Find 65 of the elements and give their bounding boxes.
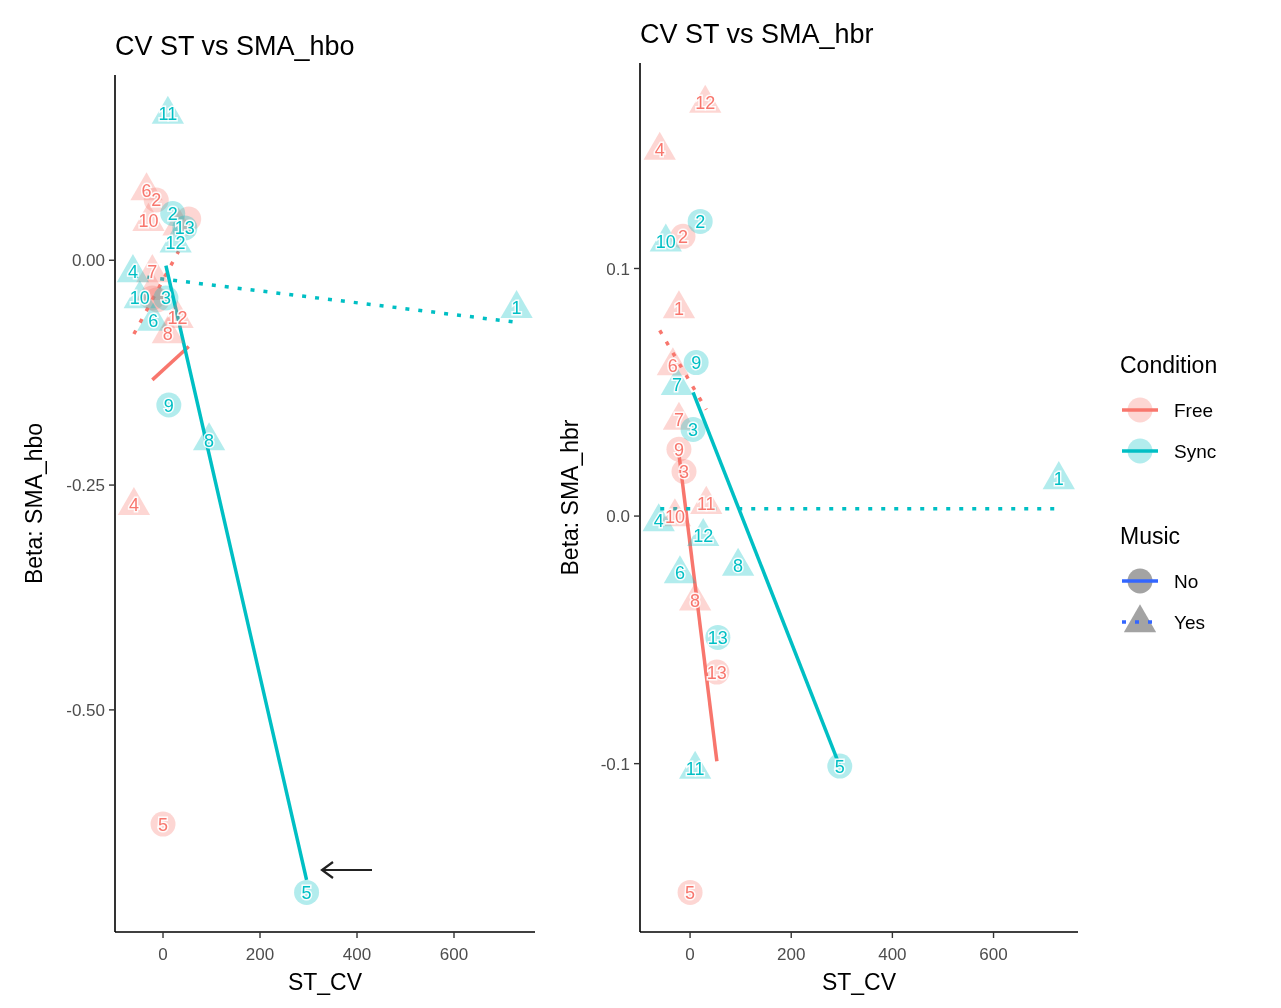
y-axis-title: Beta: SMA_hbo <box>21 422 47 585</box>
annotation: 13 <box>707 627 728 648</box>
y-tick-label: -0.50 <box>66 701 105 720</box>
x-tick-label: 600 <box>979 945 1008 964</box>
annotation: 10 <box>138 211 159 232</box>
annotation: 6 <box>141 180 152 201</box>
annotation: 7 <box>671 375 682 396</box>
annotation: 8 <box>733 556 744 577</box>
annotation: 10 <box>129 288 150 309</box>
text: Music <box>1120 523 1181 549</box>
annotation: 5 <box>158 814 169 835</box>
y-axis-title: Beta: SMA_hbr <box>557 419 583 576</box>
y-tick-label: 0.00 <box>71 251 105 271</box>
annotation: 9 <box>691 353 702 374</box>
annotation: 8 <box>162 323 173 344</box>
annotation: 3 <box>688 419 699 440</box>
annotation: 6 <box>667 355 678 376</box>
annotation: 6 <box>148 310 159 331</box>
annotation: 7 <box>147 262 158 283</box>
y-tick-label: 0.1 <box>606 259 630 279</box>
annotation: 4 <box>127 262 138 283</box>
annotation: 5 <box>301 882 312 903</box>
annotation: 6 <box>674 563 685 584</box>
annotation: 2 <box>151 190 162 211</box>
legend-label: Free <box>1174 399 1214 421</box>
x-tick-label: 200 <box>245 945 275 964</box>
legend-label: Sync <box>1174 440 1217 462</box>
annotation: 11 <box>158 104 178 125</box>
y-tick-label: -0.25 <box>66 476 105 496</box>
x-tick-label: 0 <box>685 945 695 964</box>
annotation: 9 <box>163 395 174 416</box>
x-tick-label: 0 <box>158 945 168 964</box>
legend-label: Yes <box>1174 611 1205 633</box>
annotation: 10 <box>664 506 685 527</box>
annotation: 2 <box>677 226 688 247</box>
annotation: 5 <box>685 882 696 903</box>
annotation: 11 <box>696 494 716 515</box>
annotation: 1 <box>511 298 522 319</box>
annotation: 1 <box>673 298 684 319</box>
annotation: 4 <box>654 140 665 161</box>
annotation: 1 <box>1053 469 1064 490</box>
x-axis-title: ST_CV <box>821 969 897 995</box>
annotation: 12 <box>695 93 716 114</box>
y-tick-label: 0.0 <box>606 507 630 527</box>
annotation: 9 <box>673 439 684 460</box>
x-axis-title: ST_CV <box>287 969 363 995</box>
annotation: 12 <box>693 526 714 547</box>
annotation: 10 <box>655 231 676 252</box>
annotation: 2 <box>695 211 706 232</box>
annotation: 13 <box>706 662 727 683</box>
annotation: 3 <box>160 288 171 309</box>
annotation: 5 <box>834 756 845 777</box>
x-tick-label: 400 <box>878 945 907 964</box>
x-tick-label: 200 <box>777 945 806 964</box>
legend-title: Condition <box>1120 352 1218 378</box>
x-tick-label: 400 <box>342 945 372 964</box>
annotation: 4 <box>128 495 139 516</box>
chart-title: CV ST vs SMA_hbo <box>115 31 355 61</box>
legend-label: No <box>1174 570 1199 592</box>
y-tick-label: -0.1 <box>600 754 630 774</box>
x-tick-label: 600 <box>439 945 469 964</box>
annotation: 11 <box>685 759 705 780</box>
chart-title: CV ST vs SMA_hbr <box>640 19 874 49</box>
annotation: 4 <box>653 511 664 532</box>
annotation: 7 <box>673 409 684 430</box>
